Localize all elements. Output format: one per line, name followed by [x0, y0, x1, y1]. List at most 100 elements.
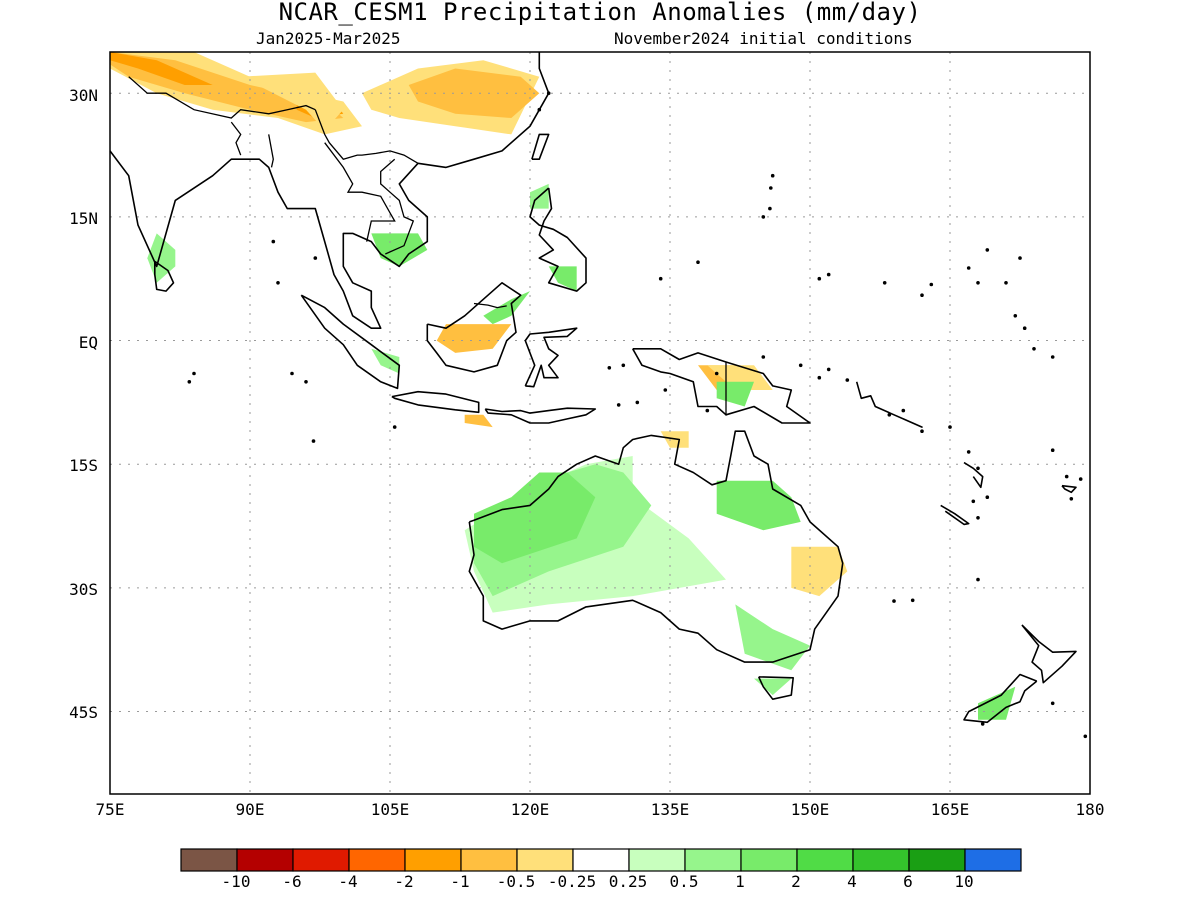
- small-island: [901, 408, 906, 413]
- small-island: [817, 375, 822, 380]
- anomaly-region: [483, 291, 530, 325]
- small-island: [826, 367, 831, 372]
- colorbar-label: 0.25: [608, 872, 648, 891]
- small-island: [976, 577, 980, 582]
- small-island: [1069, 497, 1074, 501]
- map-title: NCAR_CESM1 Precipitation Anomalies (mm/d…: [278, 0, 922, 26]
- small-island: [948, 425, 952, 429]
- small-island: [1050, 701, 1055, 706]
- colorbar-swatch: [796, 848, 854, 872]
- colorbar-swatch: [852, 848, 910, 872]
- small-island: [304, 380, 308, 384]
- colorbar-swatch: [516, 848, 574, 872]
- small-island: [705, 408, 710, 413]
- colorbar-swatch: [740, 848, 798, 872]
- colorbar-swatch: [908, 848, 966, 872]
- coastline: [109, 52, 550, 329]
- coastline: [524, 327, 578, 388]
- lat-label: 15N: [69, 209, 98, 228]
- colorbar-label: 10: [954, 872, 974, 891]
- colorbar-swatch: [572, 848, 630, 872]
- small-island: [761, 215, 766, 219]
- small-island: [770, 173, 775, 178]
- small-island: [635, 400, 640, 405]
- colorbar-swatch: [348, 848, 406, 872]
- coastline: [484, 407, 597, 424]
- national-boundary: [230, 121, 242, 156]
- colorbar-label: 0.5: [669, 872, 699, 891]
- colorbar-label: -0.25: [547, 872, 597, 891]
- coastline: [468, 430, 844, 663]
- colorbar-label: 6: [903, 872, 913, 891]
- anomaly-region: [474, 472, 596, 564]
- anomaly-region: [754, 678, 792, 696]
- national-boundary: [324, 142, 396, 242]
- colorbar-swatch: [628, 848, 686, 872]
- initial-conditions: November2024 initial conditions: [614, 29, 913, 48]
- anomaly-region: [716, 480, 801, 531]
- national-boundary: [128, 76, 316, 119]
- anomaly-region: [408, 68, 540, 118]
- colorbar-label: -0.5: [496, 872, 536, 891]
- anomaly-region: [735, 604, 810, 671]
- small-island: [271, 239, 276, 244]
- anomaly-region: [791, 546, 848, 597]
- coastline: [963, 461, 984, 489]
- coastline: [940, 504, 970, 526]
- small-island: [1064, 474, 1069, 479]
- colorbar-label: -4: [338, 872, 358, 891]
- coastline: [531, 133, 550, 160]
- small-island: [1050, 355, 1055, 359]
- small-island: [920, 429, 924, 434]
- small-island: [311, 439, 316, 443]
- lon-label: 105E: [370, 800, 410, 819]
- small-island: [313, 256, 318, 260]
- coastline: [426, 282, 522, 373]
- anomaly-region: [978, 686, 1016, 720]
- small-island: [658, 276, 663, 281]
- small-island: [1050, 448, 1055, 453]
- small-island: [1018, 256, 1022, 260]
- colorbar: [180, 848, 1022, 872]
- colorbar-swatch: [180, 848, 238, 872]
- small-island: [882, 281, 887, 285]
- small-island: [929, 282, 934, 287]
- small-island: [616, 403, 621, 407]
- lon-label: 180: [1075, 800, 1105, 819]
- colorbar-label: -1: [450, 872, 470, 891]
- small-island: [971, 499, 976, 504]
- forecast-period: Jan2025-Mar2025: [256, 29, 401, 48]
- lat-label: 15S: [69, 456, 98, 475]
- colorbar-swatch: [404, 848, 462, 872]
- small-island: [768, 206, 772, 211]
- coastline: [1021, 624, 1077, 684]
- small-island: [920, 293, 924, 298]
- small-island: [976, 466, 980, 471]
- small-island: [537, 107, 542, 112]
- anomaly-region: [110, 52, 213, 85]
- small-island: [976, 516, 980, 520]
- lon-label: 75E: [95, 800, 125, 819]
- coastline: [963, 673, 1038, 724]
- small-island: [826, 272, 831, 277]
- coastline: [154, 260, 175, 292]
- colorbar-label: -6: [282, 872, 302, 891]
- coastline: [300, 294, 401, 390]
- small-island: [985, 495, 990, 500]
- small-island: [910, 598, 915, 603]
- national-boundary: [268, 134, 274, 168]
- small-island: [546, 91, 551, 95]
- small-island: [980, 722, 985, 726]
- coastline: [757, 676, 794, 700]
- small-island: [392, 425, 397, 429]
- small-island: [1013, 314, 1018, 318]
- small-island: [621, 363, 626, 368]
- colorbar-swatch: [292, 848, 350, 872]
- small-island: [817, 276, 822, 281]
- small-island: [976, 281, 980, 285]
- lon-label: 90E: [235, 800, 265, 819]
- coastline: [391, 390, 480, 414]
- lat-label: 45S: [69, 703, 98, 722]
- small-island: [607, 366, 612, 370]
- small-island: [1078, 477, 1083, 481]
